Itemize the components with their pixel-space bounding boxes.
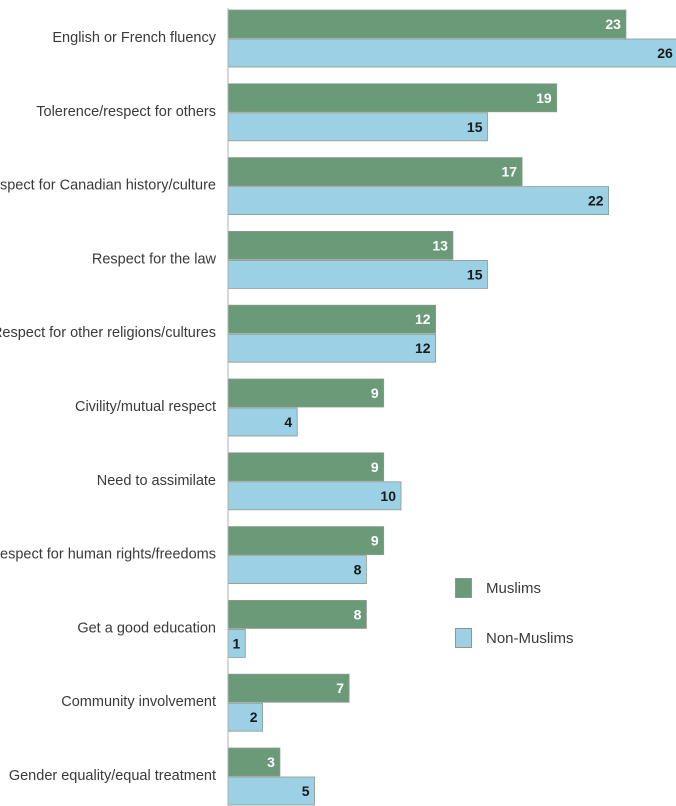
value-label-muslims-english-or-french-fluency: 23 bbox=[605, 16, 621, 32]
bar-non-muslims-respect-for-the-law bbox=[227, 259, 488, 289]
legend-label-non-muslims: Non-Muslims bbox=[486, 629, 574, 647]
category-label-respect-for-human-rights-freedoms: Respect for human rights/freedoms bbox=[0, 547, 216, 563]
bar-non-muslims-respect-for-other-religions-cultures bbox=[227, 333, 437, 363]
value-label-muslims-need-to-assimilate: 9 bbox=[371, 459, 379, 475]
bar-non-muslims-community-involvement bbox=[227, 702, 263, 732]
bar-non-muslims-tolerence-respect-for-others bbox=[227, 112, 488, 142]
value-label-muslims-gender-equality-equal-treatment: 3 bbox=[267, 754, 275, 770]
category-label-respect-for-canadian-history-culture: Respect for Canadian history/culture bbox=[0, 178, 216, 194]
legend-swatch-non-muslims bbox=[455, 628, 472, 648]
bar-muslims-need-to-assimilate bbox=[227, 452, 385, 482]
value-label-non-muslims-respect-for-canadian-history-culture: 22 bbox=[588, 193, 604, 209]
legend-item-non-muslims: Non-Muslims bbox=[455, 626, 655, 650]
bar-muslims-respect-for-human-rights-freedoms bbox=[227, 526, 385, 555]
value-label-muslims-civility-mutual-respect: 9 bbox=[371, 385, 379, 401]
legend-item-muslims: Muslims bbox=[455, 576, 655, 600]
value-label-non-muslims-respect-for-the-law: 15 bbox=[467, 266, 483, 282]
category-label-get-a-good-education: Get a good education bbox=[77, 620, 216, 636]
bar-non-muslims-gender-equality-equal-treatment bbox=[227, 776, 315, 806]
category-label-tolerence-respect-for-others: Tolerence/respect for others bbox=[36, 104, 216, 120]
category-label-english-or-french-fluency: English or French fluency bbox=[52, 30, 216, 46]
bar-non-muslims-respect-for-canadian-history-culture bbox=[227, 186, 610, 216]
bar-muslims-respect-for-other-religions-cultures bbox=[227, 304, 437, 334]
bar-muslims-gender-equality-equal-treatment bbox=[227, 747, 281, 777]
bar-non-muslims-english-or-french-fluency bbox=[227, 38, 676, 68]
bar-muslims-respect-for-the-law bbox=[227, 230, 454, 260]
value-label-non-muslims-get-a-good-education: 1 bbox=[233, 635, 241, 651]
legend-swatch-muslims bbox=[455, 578, 472, 598]
legend: Muslims Non-Muslims bbox=[455, 576, 655, 676]
value-label-non-muslims-gender-equality-equal-treatment: 5 bbox=[302, 783, 310, 799]
value-label-muslims-tolerence-respect-for-others: 19 bbox=[536, 90, 552, 106]
category-label-respect-for-other-religions-cultures: Respect for other religions/cultures bbox=[0, 325, 216, 341]
bar-muslims-civility-mutual-respect bbox=[227, 378, 385, 408]
value-label-muslims-respect-for-the-law: 13 bbox=[432, 237, 448, 253]
value-label-non-muslims-community-involvement: 2 bbox=[250, 709, 258, 725]
value-label-muslims-respect-for-other-religions-cultures: 12 bbox=[415, 311, 431, 327]
bar-muslims-community-involvement bbox=[227, 673, 350, 703]
category-label-community-involvement: Community involvement bbox=[61, 694, 216, 710]
value-label-non-muslims-civility-mutual-respect: 4 bbox=[284, 414, 292, 430]
value-label-non-muslims-english-or-french-fluency: 26 bbox=[657, 45, 673, 61]
value-label-non-muslims-tolerence-respect-for-others: 15 bbox=[467, 119, 483, 135]
value-label-muslims-respect-for-human-rights-freedoms: 9 bbox=[371, 533, 379, 549]
value-label-muslims-community-involvement: 7 bbox=[336, 680, 344, 696]
category-label-need-to-assimilate: Need to assimilate bbox=[97, 473, 216, 489]
value-label-non-muslims-respect-for-other-religions-cultures: 12 bbox=[415, 340, 431, 356]
bar-non-muslims-respect-for-human-rights-freedoms bbox=[227, 555, 367, 584]
bar-non-muslims-civility-mutual-respect bbox=[227, 407, 298, 437]
bar-muslims-tolerence-respect-for-others bbox=[227, 83, 558, 113]
value-label-muslims-respect-for-canadian-history-culture: 17 bbox=[502, 164, 518, 180]
category-label-respect-for-the-law: Respect for the law bbox=[92, 251, 217, 267]
category-labels-group: English or French fluency Tolerence/respe… bbox=[0, 30, 217, 784]
category-label-civility-mutual-respect: Civility/mutual respect bbox=[75, 399, 216, 415]
bar-muslims-get-a-good-education bbox=[227, 600, 367, 629]
value-label-muslims-get-a-good-education: 8 bbox=[354, 606, 362, 622]
value-label-non-muslims-need-to-assimilate: 10 bbox=[380, 488, 396, 504]
category-label-gender-equality-equal-treatment: Gender equality/equal treatment bbox=[9, 768, 216, 784]
legend-label-muslims: Muslims bbox=[486, 579, 541, 597]
bar-muslims-english-or-french-fluency bbox=[227, 9, 627, 39]
value-label-non-muslims-respect-for-human-rights-freedoms: 8 bbox=[354, 562, 362, 578]
bar-non-muslims-need-to-assimilate bbox=[227, 481, 402, 511]
bar-muslims-respect-for-canadian-history-culture bbox=[227, 157, 523, 187]
